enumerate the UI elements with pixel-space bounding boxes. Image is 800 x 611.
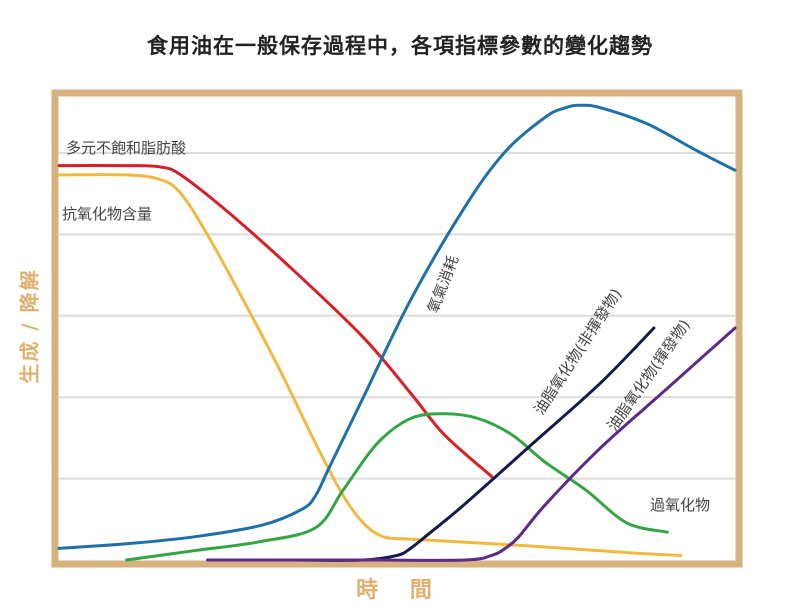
label-antioxidant: 抗氧化物含量: [62, 205, 152, 223]
label-oxygen: 氧氣消耗: [424, 253, 462, 315]
series-line-pufa: [57, 164, 494, 478]
chart-title: 食用油在一般保存過程中，各項指標參數的變化趨勢: [147, 34, 653, 58]
series-line-volatile: [206, 326, 737, 562]
chart-frame: [51, 89, 743, 568]
grid-lines: [59, 151, 735, 480]
series-line-antioxidant: [57, 173, 683, 557]
label-peroxide: 過氧化物: [650, 496, 710, 514]
series-line-peroxide: [125, 412, 669, 562]
y-axis-label: 生成 / 降解: [17, 268, 42, 384]
label-nonvolatile: 油脂氧化物(非揮發物): [530, 285, 625, 418]
series-labels: 多元不飽和脂肪酸 抗氧化物含量 氧氣消耗 過氧化物 油脂氧化物(非揮發物) 油脂…: [62, 139, 710, 514]
series-line-oxygen: [57, 103, 737, 550]
x-axis-label: 時 間: [356, 578, 444, 603]
label-pufa: 多元不飽和脂肪酸: [66, 139, 186, 157]
series-lines: [57, 103, 737, 562]
